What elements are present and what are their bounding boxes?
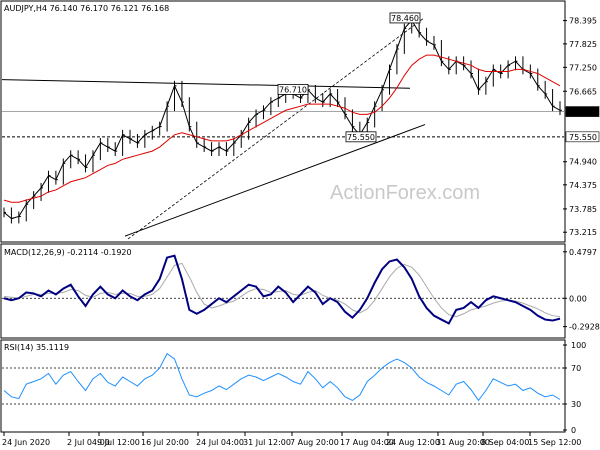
time-x-tick: 24 Aug 12:00 bbox=[386, 438, 440, 447]
time-x-tick: 2 Jul 04:00 bbox=[67, 438, 110, 447]
annotation-76-710-text: 76.710 bbox=[279, 85, 307, 94]
watermark: ActionForex.com bbox=[330, 182, 480, 204]
price-panel-frame bbox=[0, 0, 566, 243]
macd-plot-layer bbox=[2, 254, 564, 325]
rsi-y-tick: 0 bbox=[571, 426, 576, 435]
macd-title: MACD(12,26,9) -0.2114 -0.1920 bbox=[4, 248, 132, 257]
price-plot-layer: 78.460 76.710 75.550 bbox=[1, 12, 564, 240]
time-x-tick: 9 Jul 12:00 bbox=[97, 438, 140, 447]
rsi-title: RSI(14) 35.1119 bbox=[4, 343, 69, 352]
price-y-tick: 77.825 bbox=[569, 40, 597, 49]
rsi-y-tick: 30 bbox=[571, 400, 581, 409]
price-y-tick: 73.215 bbox=[569, 228, 597, 237]
annotation-75-550-box bbox=[345, 131, 377, 143]
support-trendline bbox=[124, 124, 426, 237]
price-y-tick: 73.785 bbox=[569, 205, 597, 214]
moving-average-line bbox=[3, 54, 561, 203]
macd-main-line bbox=[3, 254, 561, 325]
time-x-tick: 16 Jul 20:00 bbox=[141, 438, 189, 447]
macd-y-tick: 0.00 bbox=[569, 294, 587, 303]
time-x-tick: 24 Jun 2020 bbox=[2, 438, 50, 447]
rsi-line bbox=[3, 352, 561, 402]
support-level-label: 75.550 bbox=[569, 133, 597, 142]
rsi-plot-layer bbox=[2, 352, 564, 405]
annotation-78-460-box bbox=[389, 12, 421, 24]
annotation-78-460-text: 78.460 bbox=[391, 14, 419, 23]
time-x-tick: 8 Sep 04:00 bbox=[481, 438, 529, 447]
time-x-tick: 31 Aug 20:00 bbox=[436, 438, 490, 447]
rsi-y-tick: 100 bbox=[571, 341, 586, 350]
price-y-tick: 76.665 bbox=[569, 87, 597, 96]
rsi-y-tick: 70 bbox=[571, 364, 581, 373]
channel-dashed-line bbox=[127, 17, 425, 240]
time-x-tick: 7 Aug 20:00 bbox=[290, 438, 339, 447]
rsi-panel-frame bbox=[0, 339, 566, 433]
price-chart-title: AUDJPY,H4 76.140 76.170 76.121 76.168 bbox=[4, 4, 169, 13]
time-x-tick: 24 Jul 04:00 bbox=[196, 438, 244, 447]
resistance-trendline bbox=[1, 79, 411, 89]
price-y-tick: 78.395 bbox=[569, 17, 597, 26]
support-level-label-box bbox=[565, 131, 600, 143]
annotation-76-710-box bbox=[277, 84, 309, 95]
price-y-tick: 74.940 bbox=[569, 158, 597, 167]
annotation-75-550-text: 75.550 bbox=[347, 133, 375, 142]
time-x-tick: 15 Sep 12:00 bbox=[528, 438, 581, 447]
current-price-label: 76.168 bbox=[569, 108, 597, 117]
current-price-label-box bbox=[565, 106, 600, 117]
time-x-tick: 17 Aug 04:00 bbox=[340, 438, 394, 447]
macd-y-tick: -0.2928 bbox=[569, 323, 600, 332]
macd-y-tick: 0.4797 bbox=[569, 248, 597, 257]
price-y-tick: 77.250 bbox=[569, 63, 597, 72]
price-y-tick: 74.375 bbox=[569, 181, 597, 190]
macd-signal-line bbox=[3, 262, 561, 318]
axis-labels-layer: 78.395 77.825 77.250 76.665 76.168 75.550 74.9… bbox=[2, 17, 600, 447]
time-x-tick: 31 Jul 12:00 bbox=[243, 438, 291, 447]
price-close-line bbox=[3, 19, 561, 220]
